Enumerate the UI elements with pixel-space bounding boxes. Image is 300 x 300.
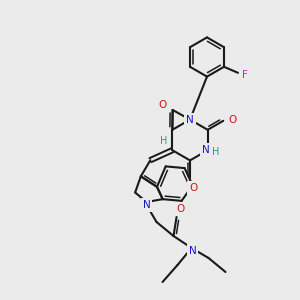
Text: N: N bbox=[202, 145, 209, 155]
Text: O: O bbox=[189, 183, 197, 194]
Text: H: H bbox=[160, 136, 167, 146]
Text: O: O bbox=[228, 115, 236, 125]
Text: O: O bbox=[176, 204, 185, 214]
Text: F: F bbox=[242, 70, 248, 80]
Text: N: N bbox=[189, 246, 196, 256]
Text: N: N bbox=[186, 115, 194, 124]
Text: N: N bbox=[143, 200, 150, 210]
Text: H: H bbox=[212, 147, 219, 157]
Text: O: O bbox=[158, 100, 167, 110]
